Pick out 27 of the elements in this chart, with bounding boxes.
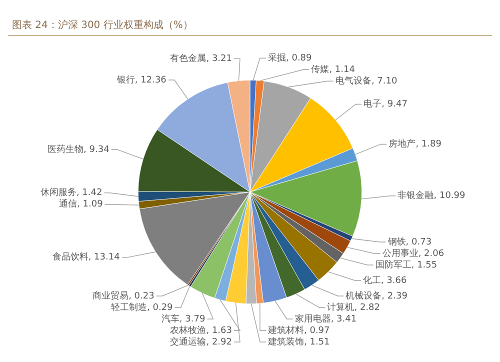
slice-label: 商业贸易, 0.23 (92, 290, 154, 302)
slice-label: 电气设备, 7.10 (335, 75, 398, 86)
slice-label: 钢铁, 0.73 (386, 236, 432, 248)
slice-label: 机械设备, 2.39 (346, 290, 408, 302)
slice-label: 汽车, 3.79 (161, 313, 206, 324)
chart-title: 图表 24：沪深 300 行业权重构成（%） (8, 8, 492, 36)
slice-label: 非银金融, 10.99 (398, 190, 466, 202)
slice-label: 采掘, 0.89 (268, 52, 312, 64)
slice-label: 房地产, 1.89 (388, 138, 442, 150)
slice-label: 电子, 9.47 (364, 98, 408, 110)
slice-label: 建筑材料, 0.97 (267, 324, 330, 336)
slice-label: 传媒, 1.14 (311, 64, 356, 75)
slice-label: 家用电器, 3.41 (294, 313, 357, 324)
slice-label: 化工, 3.66 (362, 274, 407, 286)
slice-label: 农林牧渔, 1.63 (170, 324, 232, 336)
slice-label: 轻工制造, 0.29 (111, 302, 174, 313)
slice-label: 有色金属, 3.21 (170, 53, 232, 64)
slice-label: 医药生物, 9.34 (48, 144, 110, 155)
slice-label: 交通运输, 2.92 (170, 336, 232, 348)
slice-label: 食品饮料, 13.14 (52, 252, 120, 263)
slice-label: 国防军工, 1.55 (375, 259, 438, 270)
slice-label: 通信, 1.09 (59, 198, 104, 210)
slice-label: 银行, 12.36 (116, 74, 167, 86)
slice-label: 计算机, 2.82 (327, 302, 380, 313)
slice-label: 公用事业, 2.06 (382, 248, 444, 259)
slice-label: 建筑装饰, 1.51 (267, 336, 330, 348)
slice-label: 休闲服务, 1.42 (40, 187, 102, 198)
